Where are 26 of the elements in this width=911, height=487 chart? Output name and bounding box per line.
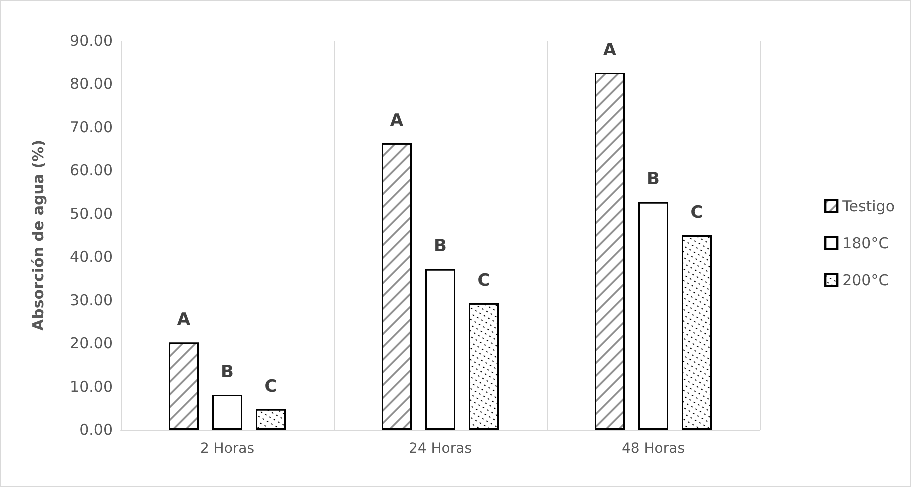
- legend-label: 200°C: [842, 272, 890, 290]
- data-label: B: [647, 170, 660, 190]
- y-tick-label: 30.00: [70, 291, 113, 310]
- y-tick-label: 0.00: [80, 421, 113, 439]
- x-tick-label: 2 Horas: [200, 441, 255, 457]
- x-tick-label: 24 Horas: [409, 441, 472, 457]
- data-label: C: [478, 270, 490, 291]
- data-label: A: [603, 40, 618, 60]
- y-tick-label: 50.00: [70, 204, 113, 223]
- data-label: A: [177, 310, 192, 330]
- y-axis-title: Absorción de agua (%): [30, 140, 48, 331]
- y-tick-label: 80.00: [70, 75, 113, 94]
- y-tick-label: 90.00: [70, 32, 113, 50]
- y-tick-label: 70.00: [70, 118, 113, 136]
- data-label: C: [690, 203, 704, 223]
- data-label: B: [221, 362, 234, 382]
- data-label: A: [390, 110, 404, 131]
- y-tick-label: 10.00: [70, 378, 113, 396]
- data-label: C: [264, 376, 278, 397]
- legend-label: Testigo: [842, 198, 895, 216]
- legend-label: 180°C: [842, 234, 890, 252]
- x-tick-label: 48 Horas: [622, 441, 685, 457]
- y-tick-label: 60.00: [70, 162, 113, 180]
- y-tick-label: 20.00: [70, 334, 113, 353]
- y-tick-label: 40.00: [70, 248, 113, 266]
- data-label: B: [434, 236, 447, 257]
